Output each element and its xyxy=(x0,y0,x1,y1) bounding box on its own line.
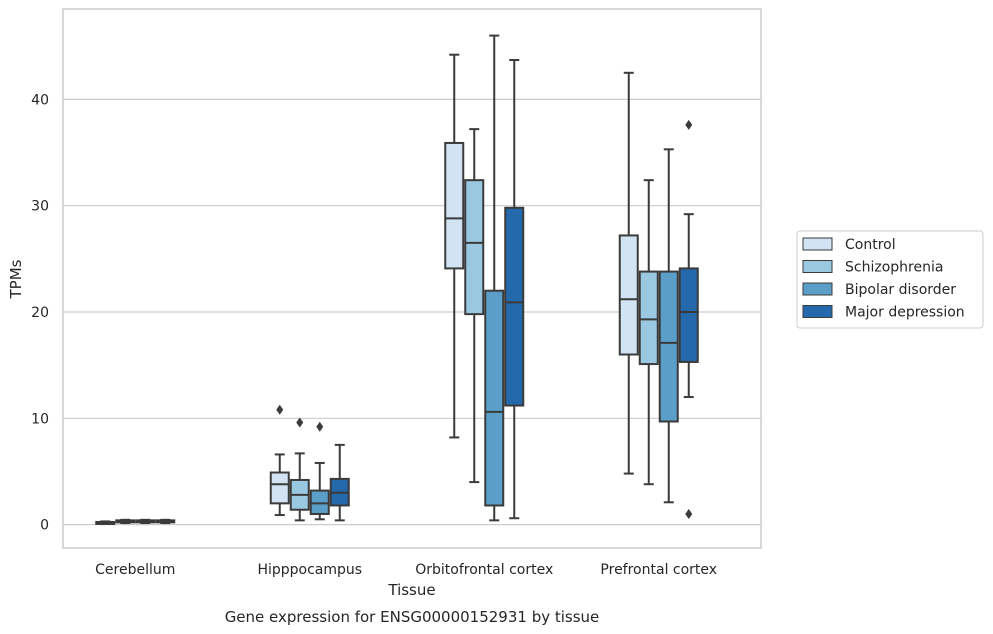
box-1-2 xyxy=(309,421,330,521)
box-body xyxy=(658,270,679,423)
box-0-3 xyxy=(155,518,176,525)
box-2-0 xyxy=(444,53,465,439)
x-tick-label-0: Cerebellum xyxy=(95,562,175,578)
y-tick-label-10: 10 xyxy=(31,411,49,427)
box-body xyxy=(678,267,699,363)
legend-label-1: Schizophrenia xyxy=(845,260,943,276)
box-3-3 xyxy=(678,119,699,519)
y-tick-label-20: 20 xyxy=(31,305,49,321)
box-2-3 xyxy=(504,59,525,520)
y-axis-label: TPMs xyxy=(7,259,25,299)
y-tick-label-30: 30 xyxy=(31,199,49,215)
box-3-0 xyxy=(618,71,639,475)
x-tick-labels: Cerebellum Hipppocampus Orbitofrontal cort… xyxy=(95,562,717,578)
box-body xyxy=(504,206,525,407)
outlier-point-0 xyxy=(316,421,324,432)
chart-caption: Gene expression for ENSG00000152931 by t… xyxy=(225,608,600,626)
plot-frame xyxy=(62,8,762,549)
box-2-1 xyxy=(464,128,485,484)
legend-label-3: Major depression xyxy=(845,305,965,321)
box-body xyxy=(484,289,505,507)
box-3-2 xyxy=(658,148,679,504)
box-body xyxy=(618,234,639,356)
x-tick-label-3: Prefrontal cortex xyxy=(600,562,717,578)
legend-label-0: Control xyxy=(845,237,896,253)
x-tick-label-2: Orbitofrontal cortex xyxy=(415,562,553,578)
x-tick-label-1: Hipppocampus xyxy=(257,562,362,578)
y-tick-label-40: 40 xyxy=(31,92,49,108)
x-axis-label: Tissue xyxy=(387,581,435,599)
legend-label-2: Bipolar disorder xyxy=(845,282,956,298)
box-body xyxy=(309,489,330,515)
box-3-1 xyxy=(638,179,659,486)
outlier-point-0 xyxy=(276,404,284,415)
box-series xyxy=(95,34,699,525)
box-1-3 xyxy=(329,443,350,522)
y-tick-label-0: 0 xyxy=(40,518,49,534)
box-body xyxy=(638,270,659,366)
outlier-point-1 xyxy=(685,508,693,519)
box-body xyxy=(444,141,465,270)
box-2-2 xyxy=(484,34,505,522)
box-0-0 xyxy=(95,520,116,525)
box-body xyxy=(464,179,485,316)
legend-swatch-1 xyxy=(802,260,833,273)
outlier-point-0 xyxy=(685,119,693,130)
legend-swatch-0 xyxy=(802,237,833,251)
legend-frame xyxy=(796,230,984,329)
legend-swatch-3 xyxy=(802,305,833,318)
outlier-point-0 xyxy=(296,417,304,428)
y-tick-labels: 0 10 20 30 40 xyxy=(31,92,49,533)
legend: Control Schizophrenia Bipolar disorder Majo… xyxy=(796,230,984,329)
legend-swatch-2 xyxy=(802,282,833,296)
box-body xyxy=(269,471,290,505)
box-0-1 xyxy=(115,518,136,525)
box-1-0 xyxy=(269,404,290,517)
box-0-2 xyxy=(135,518,156,525)
box-1-1 xyxy=(289,417,310,522)
